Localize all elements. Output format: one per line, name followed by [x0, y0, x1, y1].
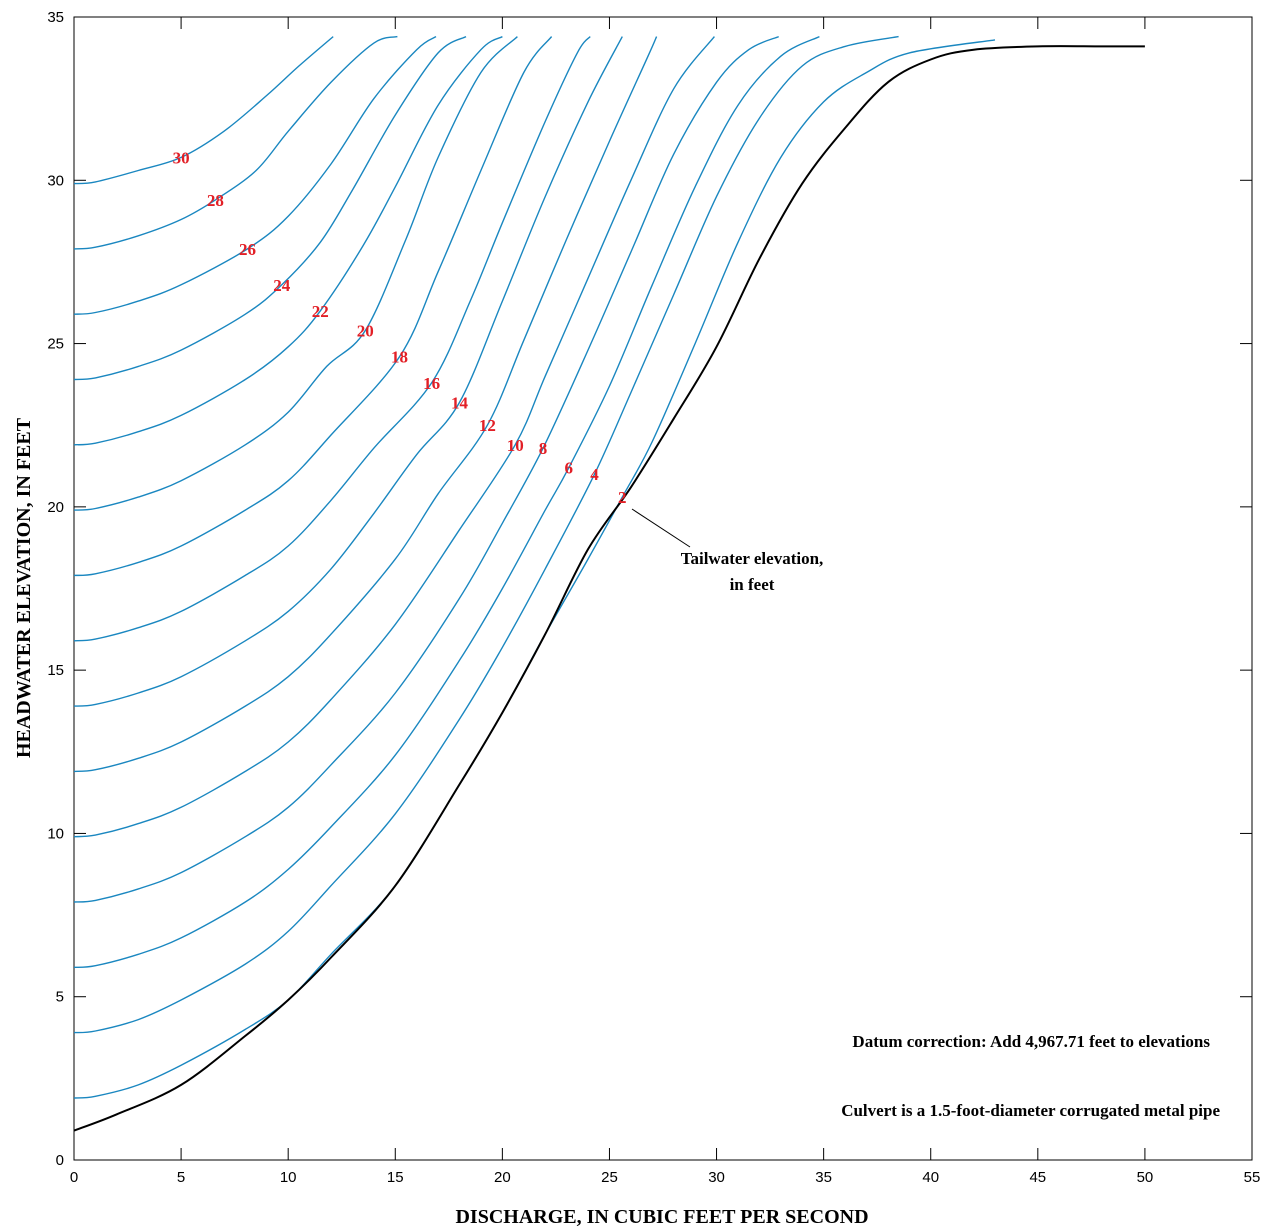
tailwater-curve — [73, 45, 1145, 1132]
x-tick-label-5: 5 — [177, 1169, 185, 1186]
headwater-curve-18 — [73, 36, 553, 577]
y-tick-label-5: 5 — [56, 989, 64, 1006]
headwater-curves — [73, 35, 996, 1099]
headwater-curve-16 — [73, 36, 591, 642]
headwater-curve-4 — [73, 35, 899, 1034]
tailwater-label-line-1: Tailwater elevation, — [681, 549, 824, 568]
x-tick-label-50: 50 — [1137, 1169, 1154, 1186]
headwater-curve-10 — [73, 36, 715, 838]
curve-label-26: 26 — [239, 240, 256, 259]
headwater-curve-26 — [73, 36, 437, 315]
culvert-note: Culvert is a 1.5-foot-diameter corrugate… — [841, 1101, 1220, 1120]
y-tick-label-25: 25 — [47, 336, 64, 353]
y-axis-title: HEADWATER ELEVATION, IN FEET — [13, 417, 35, 758]
headwater-curve-20 — [73, 36, 518, 511]
headwater-curve-28 — [73, 35, 398, 250]
x-tick-label-45: 45 — [1029, 1169, 1046, 1186]
curve-label-14: 14 — [451, 393, 469, 412]
y-tick-label-35: 35 — [47, 9, 64, 26]
y-tick-label-15: 15 — [47, 662, 64, 679]
x-tick-label-20: 20 — [494, 1169, 511, 1186]
curve-label-18: 18 — [391, 348, 408, 367]
x-tick-label-15: 15 — [387, 1169, 404, 1186]
headwater-curve-8 — [73, 35, 779, 903]
curve-label-24: 24 — [273, 276, 291, 295]
x-tick-label-0: 0 — [70, 1169, 78, 1186]
curve-label-16: 16 — [423, 374, 440, 393]
headwater-curve-30 — [73, 36, 334, 185]
curve-label-8: 8 — [539, 439, 548, 458]
curve-label-4: 4 — [590, 465, 599, 484]
plot-frame — [73, 16, 1253, 1161]
curve-label-2: 2 — [618, 488, 627, 507]
x-tick-label-55: 55 — [1244, 1169, 1261, 1186]
curve-label-6: 6 — [565, 459, 574, 478]
x-tick-label-35: 35 — [815, 1169, 832, 1186]
curve-label-10: 10 — [507, 436, 524, 455]
curve-label-28: 28 — [207, 191, 224, 210]
plot-border — [73, 16, 1253, 1161]
headwater-curve-22 — [73, 35, 503, 446]
y-tick-label-0: 0 — [56, 1152, 64, 1169]
curve-label-22: 22 — [312, 302, 329, 321]
y-tick-label-10: 10 — [47, 825, 64, 842]
headwater-curve-12 — [73, 36, 658, 773]
curve-label-12: 12 — [479, 416, 496, 435]
y-tick-label-20: 20 — [47, 499, 64, 516]
x-tick-label-25: 25 — [601, 1169, 618, 1186]
datum-correction-note: Datum correction: Add 4,967.71 feet to e… — [852, 1032, 1210, 1051]
axis-ticks: 0 5 10 15 20 25 30 35 40 45 50 55 0 5 10 15 20 25 30 35 — [47, 9, 1260, 1186]
x-tick-label-30: 30 — [708, 1169, 725, 1186]
x-tick-label-40: 40 — [922, 1169, 939, 1186]
y-tick-label-30: 30 — [47, 172, 64, 189]
curve-label-20: 20 — [357, 322, 374, 341]
headwater-curve-6 — [73, 35, 820, 968]
headwater-curve-14 — [73, 36, 623, 707]
headwater-curve-24 — [73, 35, 467, 381]
tailwater-curve-group — [73, 45, 1145, 1132]
x-axis-title: DISCHARGE, IN CUBIC FEET PER SECOND — [455, 1206, 868, 1228]
curve-label-30: 30 — [173, 148, 190, 167]
x-tick-label-10: 10 — [280, 1169, 297, 1186]
tailwater-label-line-2: in feet — [730, 575, 775, 594]
tailwater-leader-line — [631, 508, 691, 548]
